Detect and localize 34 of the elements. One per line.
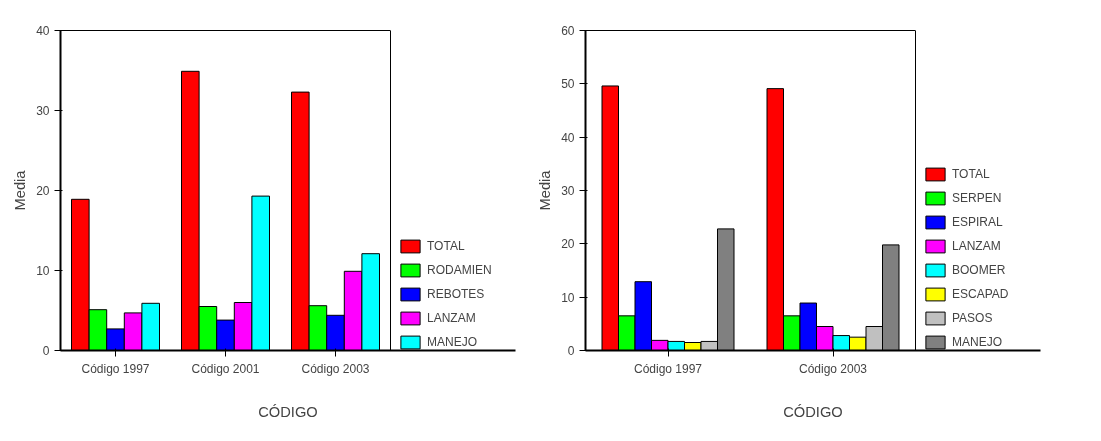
y-tick-label: 60 bbox=[561, 24, 575, 38]
y-tick-label: 50 bbox=[561, 77, 575, 92]
y-tick-label: 30 bbox=[561, 184, 575, 198]
legend-label: BOOMER bbox=[952, 263, 1006, 277]
legend-label: RODAMIEN bbox=[427, 263, 492, 277]
y-tick-label: 40 bbox=[561, 130, 575, 145]
y-tick-label: 20 bbox=[36, 184, 50, 198]
y-tick-label: 20 bbox=[561, 237, 575, 252]
legend-label: LANZAM bbox=[427, 311, 476, 325]
legend-label: SERPEN bbox=[952, 191, 1002, 205]
y-tick-label: 0 bbox=[567, 344, 575, 358]
x-tick-label: Código 1997 bbox=[81, 361, 150, 376]
legend-label: ESCAPAD bbox=[952, 287, 1009, 301]
y-tick-label: 30 bbox=[36, 104, 50, 118]
legend-label: TOTAL bbox=[427, 239, 465, 253]
legend-label: PASOS bbox=[952, 311, 993, 325]
y-tick-label: 40 bbox=[36, 24, 50, 38]
y-tick-label: 10 bbox=[36, 264, 50, 278]
x-tick-label: Código 2003 bbox=[301, 361, 370, 376]
y-tick-label: 0 bbox=[42, 344, 50, 358]
y-axis-title: Media bbox=[537, 169, 554, 211]
x-axis-title: CÓDIGO bbox=[783, 403, 843, 420]
legend-label: LANZAM bbox=[952, 239, 1001, 253]
legend-label: ESPIRAL bbox=[952, 215, 1003, 229]
legend-label: TOTAL bbox=[952, 167, 990, 181]
x-tick-label: Código 2003 bbox=[798, 361, 868, 376]
legend-label: MANEJO bbox=[427, 335, 478, 349]
legend-label: MANEJO bbox=[952, 335, 1003, 349]
x-axis-title: CÓDIGO bbox=[258, 403, 318, 420]
y-axis-title: Media bbox=[12, 169, 29, 211]
x-tick-label: Código 1997 bbox=[633, 361, 703, 376]
x-tick-label: Código 2001 bbox=[191, 361, 260, 376]
y-tick-label: 10 bbox=[561, 290, 575, 305]
legend-label: REBOTES bbox=[427, 287, 485, 301]
